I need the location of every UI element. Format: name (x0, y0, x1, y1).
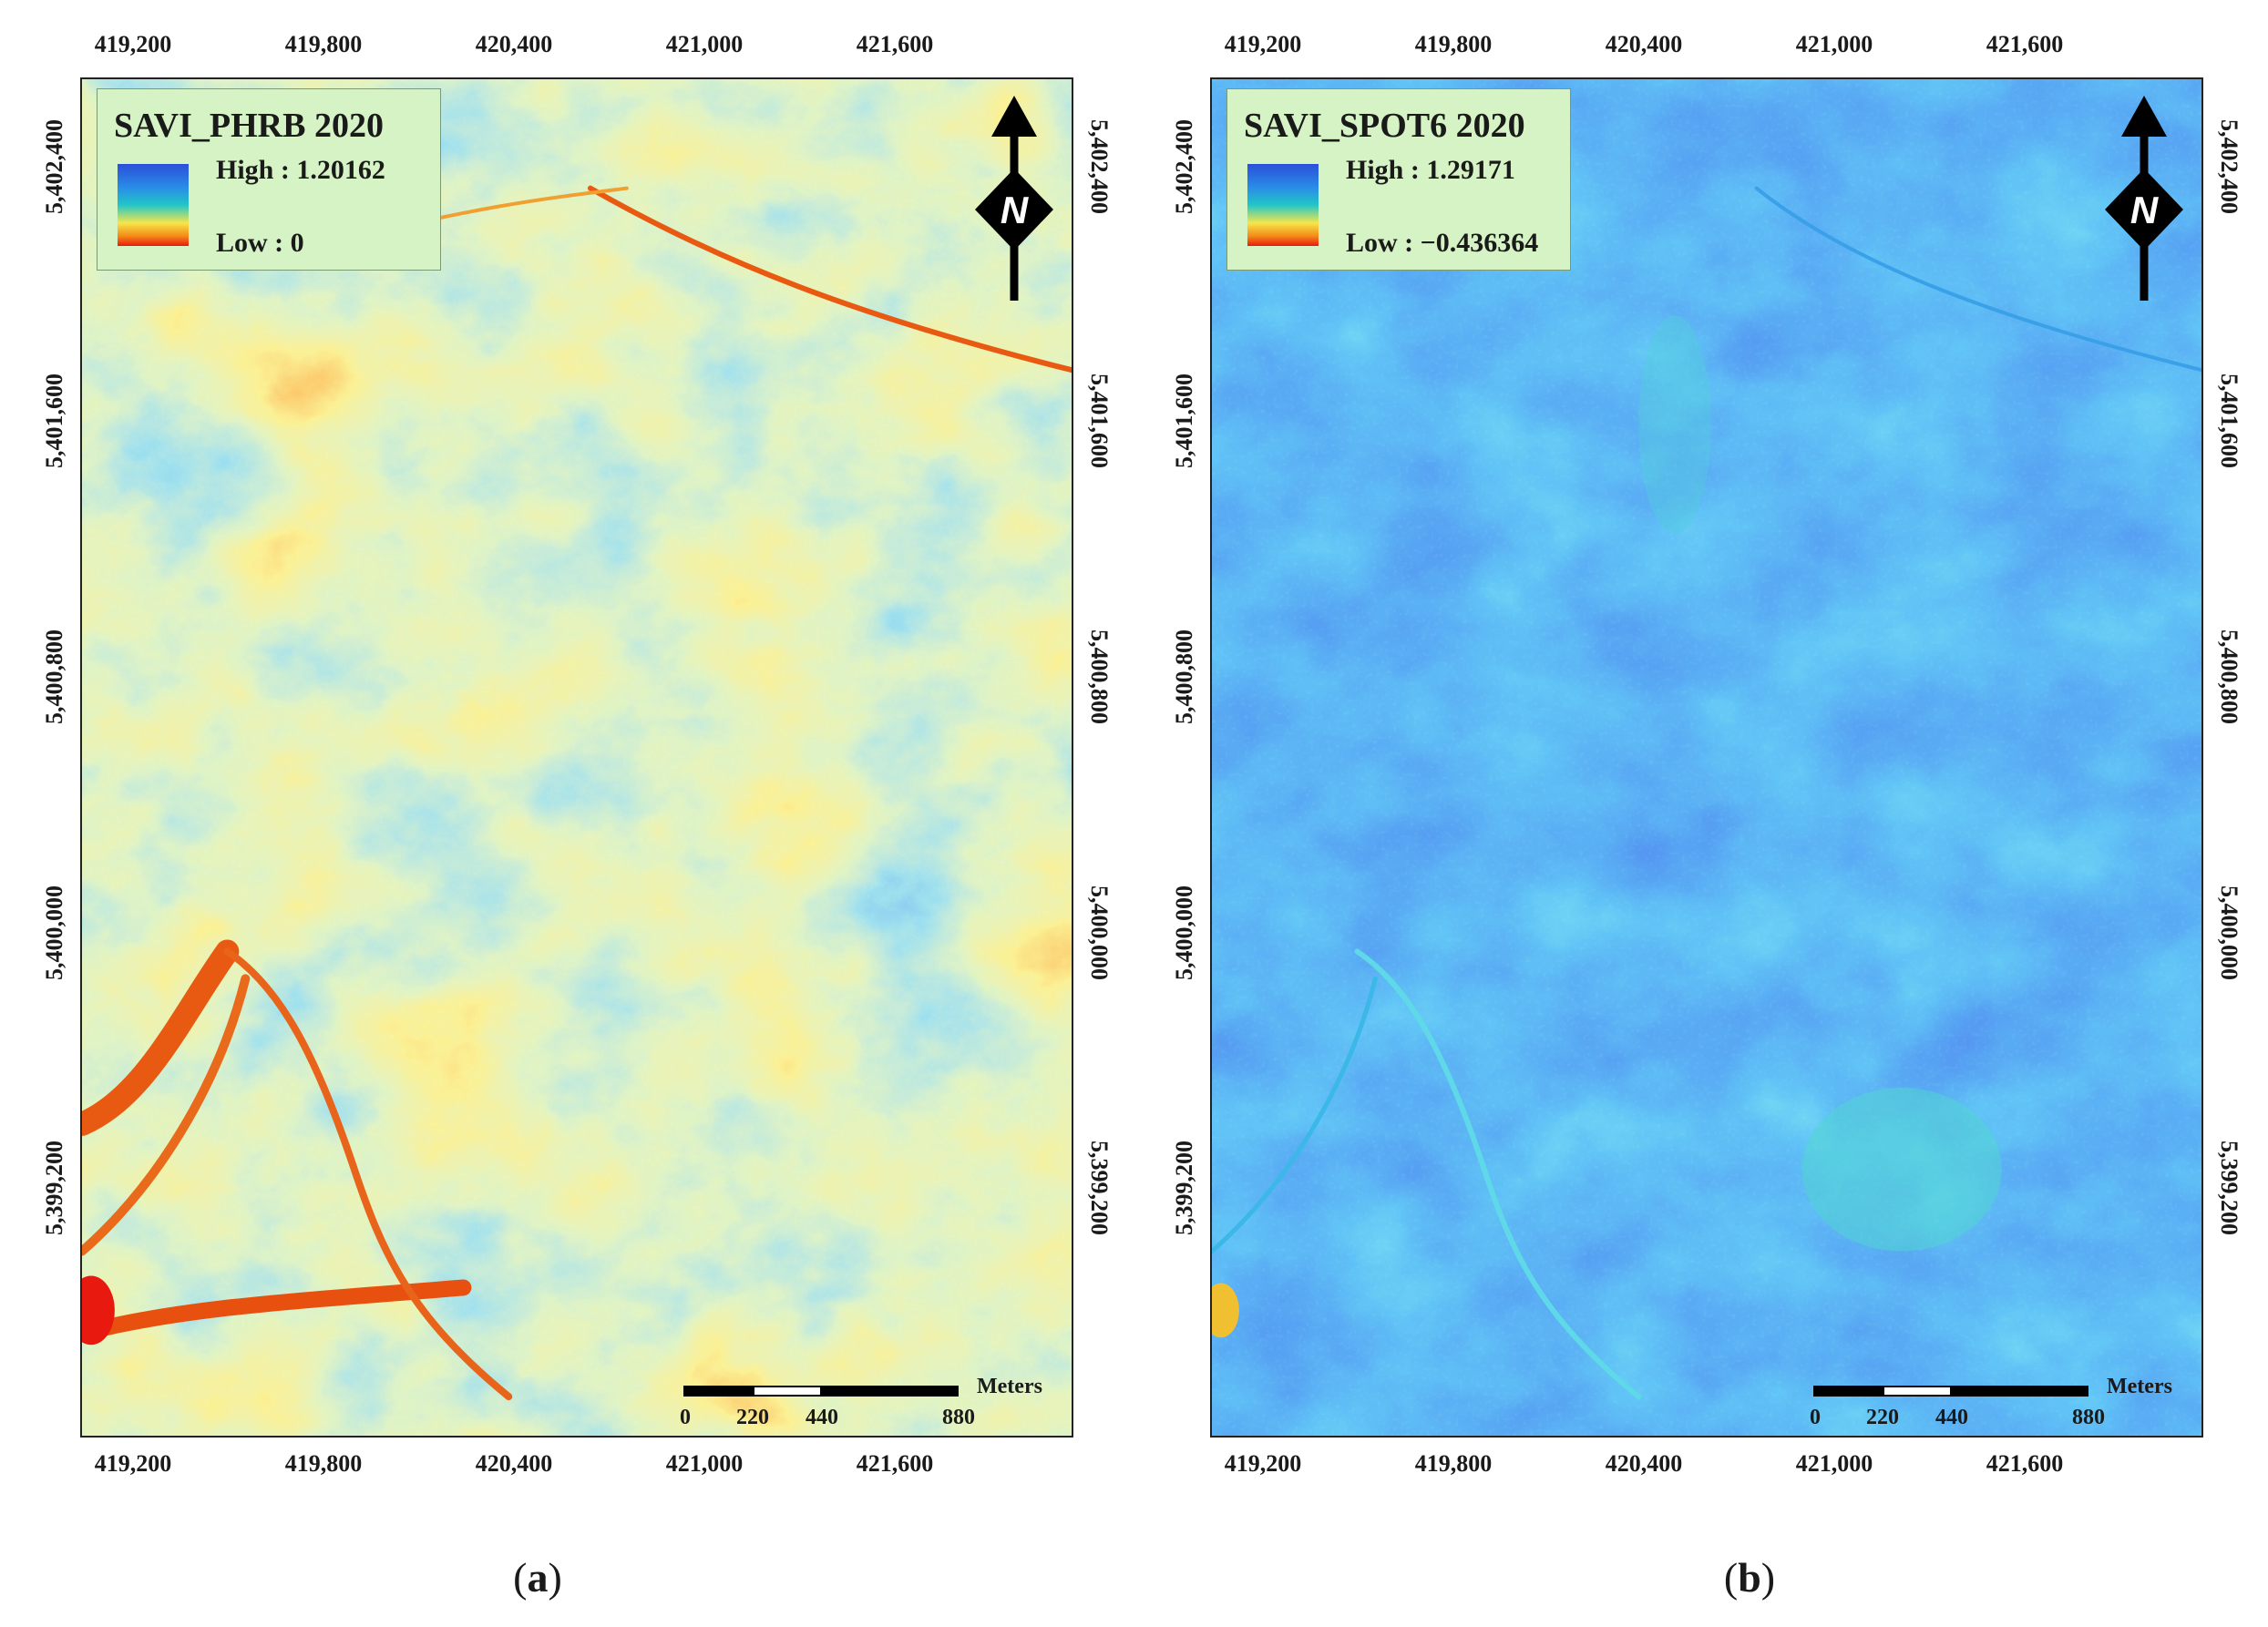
y-tick-right: 5,400,000 (1086, 885, 1113, 980)
y-tick-left: 5,400,800 (41, 629, 67, 724)
scale-bar-label: 440 (1935, 1406, 1968, 1429)
y-tick-right: 5,401,600 (1086, 373, 1113, 468)
x-tick-bottom: 419,800 (284, 1450, 363, 1477)
legend-color-ramp (118, 164, 189, 246)
panel-caption-letter: b (1738, 1554, 1761, 1601)
y-tick-right: 5,400,800 (1086, 629, 1113, 724)
legend: SAVI_PHRB 2020 High : 1.20162 Low : 0 (97, 88, 441, 271)
x-tick-bottom: 421,000 (1795, 1450, 1873, 1477)
y-tick-right: 5,399,200 (2216, 1141, 2242, 1235)
x-tick-top: 421,600 (1986, 31, 2064, 57)
y-tick-right: 5,400,000 (2216, 885, 2242, 980)
y-tick-right: 5,399,200 (1086, 1141, 1113, 1235)
north-arrow-icon: N (2105, 96, 2183, 301)
savi-raster-phrb (82, 79, 1072, 1436)
y-tick-right: 5,401,600 (2216, 373, 2242, 468)
x-tick-top: 419,200 (1224, 31, 1302, 57)
y-tick-left: 5,401,600 (1171, 373, 1197, 468)
panel-caption: (a) (513, 1554, 562, 1601)
north-arrow-icon: N (975, 96, 1053, 301)
scale-bar-label: 880 (2072, 1406, 2105, 1429)
map-frame: SAVI_PHRB 2020 High : 1.20162 Low : 0 N … (80, 77, 1073, 1438)
x-tick-bottom: 421,600 (1986, 1450, 2064, 1477)
x-tick-top: 420,400 (1605, 31, 1683, 57)
map-panel-a: SAVI_PHRB 2020 High : 1.20162 Low : 0 N … (0, 0, 1121, 1627)
y-tick-right: 5,400,800 (2216, 629, 2242, 724)
scale-bar-segment (822, 1386, 959, 1397)
legend-low-label: Low : 0 (216, 228, 304, 258)
x-tick-bottom: 419,200 (94, 1450, 172, 1477)
y-tick-left: 5,399,200 (1171, 1141, 1197, 1235)
x-tick-bottom: 420,400 (1605, 1450, 1683, 1477)
y-tick-left: 5,400,000 (1171, 885, 1197, 980)
x-tick-top: 421,000 (665, 31, 744, 57)
scale-bar: Meters 0 220 440 880 (680, 1375, 1066, 1435)
x-tick-bottom: 420,400 (475, 1450, 553, 1477)
y-tick-left: 5,400,000 (41, 885, 67, 980)
scale-bar-unit: Meters (2107, 1375, 2172, 1398)
scale-bar-segment (1813, 1386, 1883, 1397)
x-tick-top: 420,400 (475, 31, 553, 57)
scale-bar-label: 0 (1810, 1406, 1821, 1429)
y-tick-left: 5,401,600 (41, 373, 67, 468)
x-tick-bottom: 421,000 (665, 1450, 744, 1477)
legend-low-label: Low : −0.436364 (1346, 228, 1539, 258)
scale-bar-label: 440 (806, 1406, 838, 1429)
scale-bar-segment (753, 1386, 822, 1397)
scale-bar-label: 220 (736, 1406, 769, 1429)
y-tick-left: 5,399,200 (41, 1141, 67, 1235)
legend-title: SAVI_PHRB 2020 (114, 107, 384, 145)
y-tick-left: 5,400,800 (1171, 629, 1197, 724)
x-tick-top: 421,000 (1795, 31, 1873, 57)
y-tick-right: 5,402,400 (1086, 119, 1113, 214)
legend: SAVI_SPOT6 2020 High : 1.29171 Low : −0.… (1226, 88, 1571, 271)
scale-bar-segment (1952, 1386, 2088, 1397)
scale-bar: Meters 0 220 440 880 (1810, 1375, 2196, 1435)
map-frame: SAVI_SPOT6 2020 High : 1.29171 Low : −0.… (1210, 77, 2203, 1438)
north-label: N (1001, 189, 1030, 231)
scale-bar-label: 220 (1866, 1406, 1899, 1429)
legend-color-ramp (1247, 164, 1319, 246)
y-tick-right: 5,402,400 (2216, 119, 2242, 214)
x-tick-top: 421,600 (856, 31, 934, 57)
x-tick-bottom: 421,600 (856, 1450, 934, 1477)
legend-title: SAVI_SPOT6 2020 (1244, 107, 1525, 145)
scale-bar-segment (1883, 1386, 1952, 1397)
map-panel-b: SAVI_SPOT6 2020 High : 1.29171 Low : −0.… (1130, 0, 2251, 1627)
legend-high-label: High : 1.29171 (1346, 155, 1515, 185)
scale-bar-segment (683, 1386, 753, 1397)
scale-bar-label: 0 (680, 1406, 691, 1429)
legend-high-label: High : 1.20162 (216, 155, 385, 185)
x-tick-top: 419,800 (1414, 31, 1493, 57)
x-tick-bottom: 419,200 (1224, 1450, 1302, 1477)
y-tick-left: 5,402,400 (1171, 119, 1197, 214)
panel-caption: (b) (1723, 1554, 1776, 1601)
scale-bar-label: 880 (942, 1406, 975, 1429)
x-tick-bottom: 419,800 (1414, 1450, 1493, 1477)
y-tick-left: 5,402,400 (41, 119, 67, 214)
savi-raster-spot6 (1212, 79, 2201, 1436)
x-tick-top: 419,800 (284, 31, 363, 57)
x-tick-top: 419,200 (94, 31, 172, 57)
north-label: N (2130, 189, 2160, 231)
scale-bar-unit: Meters (977, 1375, 1042, 1398)
panel-caption-letter: a (527, 1554, 549, 1601)
